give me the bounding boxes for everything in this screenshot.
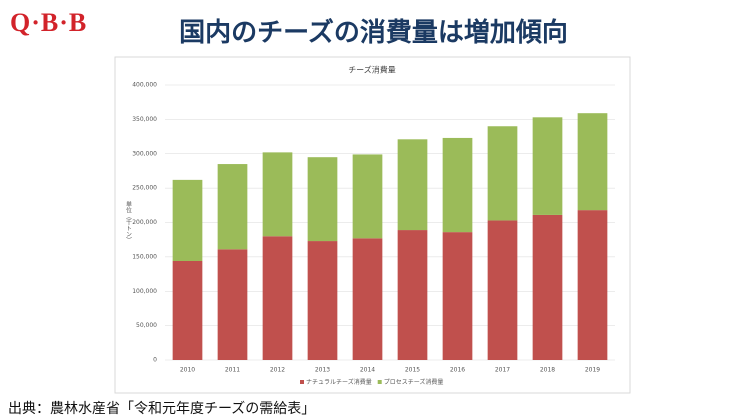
bar-segment bbox=[217, 249, 248, 360]
x-tick-label: 2019 bbox=[585, 367, 600, 374]
bar-segment bbox=[577, 113, 608, 211]
bar-segment bbox=[487, 126, 518, 221]
bar-segment bbox=[307, 157, 338, 242]
bar-segment bbox=[577, 210, 608, 360]
bar-segment bbox=[262, 236, 293, 360]
y-tick-label: 350,000 bbox=[132, 116, 157, 123]
bar-segment bbox=[352, 154, 383, 239]
bar-segment bbox=[397, 230, 428, 360]
y-tick-label: 100,000 bbox=[132, 288, 157, 295]
legend-label: ナチュラルチーズ消費量 bbox=[306, 378, 372, 386]
x-tick-label: 2017 bbox=[495, 367, 510, 374]
bar-segment bbox=[172, 261, 203, 360]
y-tick-label: 250,000 bbox=[132, 185, 157, 192]
bar-segment bbox=[307, 241, 338, 360]
x-tick-label: 2014 bbox=[360, 367, 375, 374]
legend-label: プロセスチーズ消費量 bbox=[384, 378, 444, 386]
bar-segment bbox=[172, 179, 203, 261]
legend-swatch bbox=[300, 380, 304, 384]
bar-segment bbox=[442, 232, 473, 360]
y-axis-label: 単位（千トン） bbox=[125, 200, 132, 243]
y-tick-label: 150,000 bbox=[132, 253, 157, 260]
legend-swatch bbox=[377, 380, 382, 384]
bar-segment bbox=[442, 137, 473, 233]
x-tick-label: 2012 bbox=[270, 367, 285, 374]
y-tick-label: 400,000 bbox=[132, 82, 157, 89]
x-tick-label: 2013 bbox=[315, 367, 330, 374]
y-tick-label: 50,000 bbox=[136, 322, 157, 329]
bar-segment bbox=[262, 152, 293, 237]
bar-segment bbox=[217, 164, 248, 250]
x-tick-label: 2018 bbox=[540, 367, 555, 374]
chart-title: チーズ消費量 bbox=[348, 65, 396, 75]
y-tick-label: 200,000 bbox=[132, 219, 157, 226]
slide-title: 国内のチーズの消費量は増加傾向 bbox=[179, 18, 568, 48]
bar-segment bbox=[532, 214, 563, 360]
x-tick-label: 2010 bbox=[180, 367, 195, 374]
bar-segment bbox=[532, 117, 563, 215]
source: 出典：農林水産省「令和元年度チーズの需給表」 bbox=[8, 401, 316, 417]
bar-segment bbox=[352, 238, 383, 360]
x-tick-label: 2011 bbox=[225, 367, 240, 374]
bar-segment bbox=[487, 220, 518, 360]
bar-segment bbox=[397, 139, 428, 231]
y-tick-label: 0 bbox=[153, 357, 157, 364]
x-tick-label: 2016 bbox=[450, 367, 465, 374]
logo: Q·B·B bbox=[10, 8, 88, 37]
y-tick-label: 300,000 bbox=[132, 150, 157, 157]
x-tick-label: 2015 bbox=[405, 367, 420, 374]
